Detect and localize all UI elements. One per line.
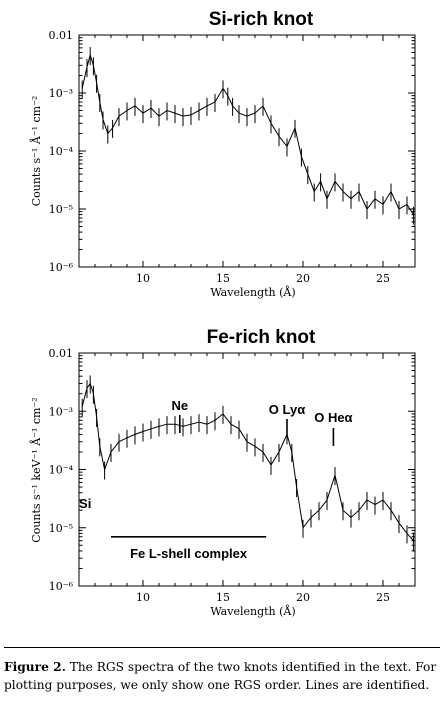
panel1-points	[81, 47, 414, 225]
panel1-ytick-label: 10⁻⁵	[49, 203, 73, 216]
panel1-ytick-label: 0.01	[49, 29, 74, 42]
panel2-xtick-label: 15	[216, 591, 230, 604]
caption-text: The RGS spectra of the two knots identif…	[4, 660, 437, 692]
panel2-xtick-label: 25	[376, 591, 390, 604]
panel2-title: Fe-rich knot	[207, 327, 316, 348]
annotation-label: O Heα	[314, 410, 352, 425]
panel2-ylabel: Counts s⁻¹ keV⁻¹ Å⁻¹ cm⁻²	[29, 397, 43, 542]
panel2-ytick-label: 10⁻³	[49, 405, 73, 418]
panel1-xlabel: Wavelength (Å)	[210, 285, 295, 299]
panel1-ytick-label: 10⁻³	[49, 87, 73, 100]
panel-si-rich: Si-rich knot 10 15 20 25 10⁻⁶ 10⁻⁵ 10⁻⁴ 10⁻³ 0.0…	[29, 9, 416, 299]
panel2-points	[81, 375, 414, 551]
panel1-frame	[78, 34, 416, 268]
panel2-ytick-label: 10⁻⁶	[49, 580, 74, 593]
panel2-ytick-label: 10⁻⁴	[49, 464, 74, 477]
annotation-label: Fe L-shell complex	[130, 546, 248, 561]
panel1-ticks: 10 15 20 25 10⁻⁶ 10⁻⁵ 10⁻⁴ 10⁻³ 0.01	[49, 29, 416, 285]
panel1-xtick-label: 15	[216, 272, 230, 285]
panel2-ytick-label: 0.01	[49, 347, 74, 360]
panel1-ytick-label: 10⁻⁴	[49, 145, 74, 158]
panel1-xtick-label: 10	[136, 272, 150, 285]
panel2-ytick-label: 10⁻⁵	[49, 522, 73, 535]
panel2-xtick-label: 20	[296, 591, 310, 604]
panel-fe-rich: Fe-rich knot 10 15 20 25 10⁻⁶ 10⁻⁵ 10⁻⁴ 10⁻³ 0.0…	[29, 327, 416, 618]
caption-separator	[4, 647, 440, 648]
panel2-xlabel: Wavelength (Å)	[210, 604, 295, 618]
annotation-label: Si	[79, 496, 91, 511]
figure-caption: Figure 2. The RGS spectra of the two kno…	[4, 658, 440, 694]
panel1-xtick-label: 20	[296, 272, 310, 285]
panel1-spectrum-line	[81, 53, 414, 215]
panel1-xtick-label: 25	[376, 272, 390, 285]
panel2-annotations: Ne O Lyα O Heα Si Fe L-shell complex	[79, 398, 353, 561]
caption-label: Figure 2.	[4, 660, 66, 674]
annotation-label: Ne	[171, 398, 188, 413]
panel1-ylabel: Counts s⁻¹ Å⁻¹ cm⁻²	[29, 96, 43, 207]
panel1-ytick-label: 10⁻⁶	[49, 261, 74, 274]
panel2-ticks: 10 15 20 25 10⁻⁶ 10⁻⁵ 10⁻⁴ 10⁻³ 0.01	[49, 347, 416, 604]
panel2-xtick-label: 10	[136, 591, 150, 604]
panel2-spectrum-line	[81, 382, 414, 542]
annotation-label: O Lyα	[269, 402, 305, 417]
panel1-title: Si-rich knot	[209, 9, 314, 30]
figure-canvas: Si-rich knot 10 15 20 25 10⁻⁶ 10⁻⁵ 10⁻⁴ 10⁻³ 0.0…	[29, 9, 416, 618]
